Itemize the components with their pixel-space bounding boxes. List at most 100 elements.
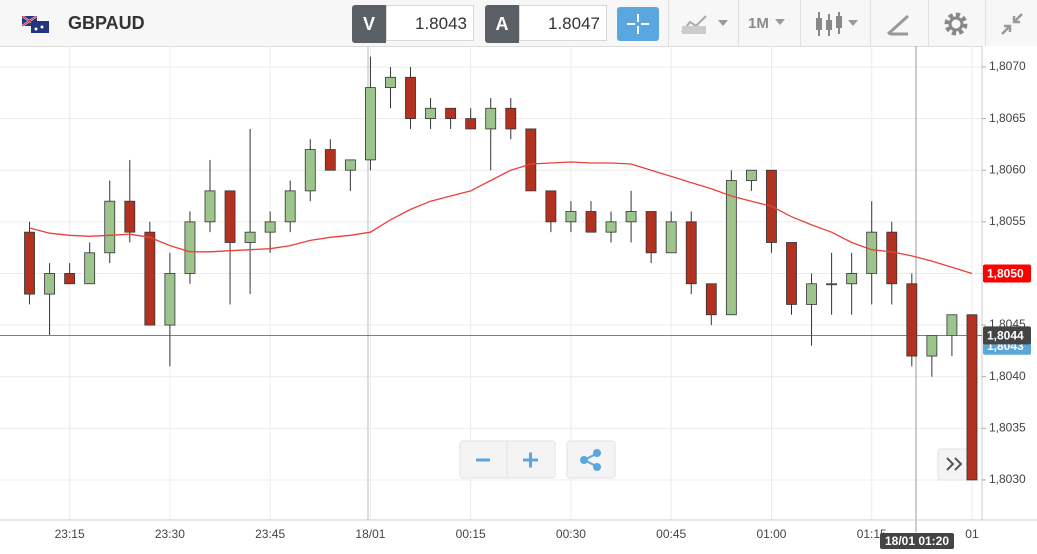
scroll-end-button[interactable]: [937, 448, 971, 481]
candle-body: [364, 87, 376, 161]
x-tick-label: 23:45: [255, 527, 285, 541]
candle-body: [284, 190, 296, 223]
candle-body: [585, 211, 597, 233]
candle-body: [685, 221, 697, 285]
y-tick-label: 1,8030: [989, 472, 1026, 486]
crosshair-time-label: 18/01 01:20: [885, 534, 949, 548]
candle-body: [244, 231, 256, 243]
candle-body: [725, 180, 737, 316]
x-tick-label: 01:00: [756, 527, 786, 541]
candle-body: [485, 107, 497, 130]
candle-body: [24, 231, 35, 295]
crosshair-button[interactable]: [617, 7, 659, 41]
zoom-in-button[interactable]: [523, 452, 538, 468]
toolbar: GBPAUD V 1.8043 A 1.8047 1M: [0, 0, 1037, 47]
x-tick-label: 01: [965, 527, 979, 541]
candle-body: [926, 335, 938, 357]
x-tick-label: 23:15: [55, 527, 85, 541]
candle-style-button[interactable]: [814, 10, 862, 38]
candle-body: [525, 128, 537, 192]
candle-body: [826, 283, 838, 286]
candle-body: [625, 211, 637, 223]
crosshair-time-tag: [880, 533, 954, 549]
candle-body: [906, 283, 918, 357]
separator: [738, 0, 739, 46]
candle-body: [184, 221, 196, 274]
y-tick-label: 1,8060: [989, 162, 1026, 176]
candle-body: [846, 273, 858, 285]
y-tick-label: 1,8035: [989, 420, 1026, 434]
y-tick-label: 1,8055: [989, 214, 1026, 228]
candle-body: [806, 283, 817, 305]
candle-body: [324, 149, 336, 171]
candle-body: [405, 76, 416, 119]
price-tag-label: 1,8050: [987, 267, 1024, 281]
timeframe-button[interactable]: 1M: [748, 15, 769, 32]
candle-body: [745, 169, 757, 181]
share-button[interactable]: [566, 440, 616, 479]
candle-body: [946, 314, 958, 336]
candle-body: [866, 231, 878, 274]
candle-body: [144, 231, 156, 326]
x-tick-label: 01:15: [857, 527, 887, 541]
bid-label[interactable]: V: [352, 5, 386, 43]
candle-body: [565, 211, 577, 223]
crosshair-price-tag-label: 1,8044: [987, 329, 1024, 343]
candle-body: [886, 231, 898, 285]
y-tick-label: 1,8040: [989, 369, 1026, 383]
moving-average: [29, 161, 973, 275]
candle-body: [204, 190, 216, 223]
candle-body: [505, 107, 517, 130]
candle-body: [605, 221, 617, 233]
separator: [870, 0, 871, 46]
candle-body: [445, 107, 457, 119]
candle-body: [224, 190, 236, 243]
x-tick-label: 00:15: [456, 527, 486, 541]
ask-label[interactable]: A: [485, 5, 519, 43]
price-tag: [983, 264, 1031, 283]
separator: [928, 0, 929, 46]
candle-body: [84, 252, 96, 285]
draw-button[interactable]: [886, 12, 912, 36]
x-tick-label: 00:30: [556, 527, 586, 541]
candle-body: [44, 273, 55, 295]
candle-body: [465, 118, 477, 130]
candle-body: [64, 273, 76, 285]
x-tick-label: 18/01: [355, 527, 385, 541]
candle-body: [264, 221, 276, 233]
price-axis: [982, 46, 1037, 520]
candles: [24, 56, 978, 481]
candle-body: [705, 283, 717, 316]
candle-body: [385, 76, 396, 89]
separator: [668, 0, 669, 46]
y-tick-label: 1,8065: [989, 111, 1026, 125]
ask-price[interactable]: 1.8047: [519, 5, 607, 41]
candle-body: [104, 200, 116, 254]
candle-body: [304, 149, 316, 192]
y-tick-label: 1,8070: [989, 59, 1026, 73]
collapse-button[interactable]: [1000, 12, 1024, 36]
candle-body: [665, 221, 677, 254]
candle-body: [645, 211, 657, 254]
candle-body: [545, 190, 557, 223]
candle-body: [344, 159, 356, 171]
dropdown-arrow: [775, 19, 785, 25]
separator: [985, 0, 986, 46]
zoom-controls: [459, 440, 971, 481]
x-tick-label: 23:30: [155, 527, 185, 541]
separator: [800, 0, 801, 46]
bid-price[interactable]: 1.8043: [386, 5, 474, 41]
candle-body: [425, 107, 436, 119]
chart-type-button[interactable]: [680, 12, 730, 36]
candle-body: [786, 242, 797, 305]
candle-body: [164, 273, 176, 326]
flag-icon: [22, 16, 49, 33]
symbol: GBPAUD: [68, 13, 145, 33]
candle-body: [124, 200, 136, 233]
candle-body: [966, 314, 978, 481]
settings-button[interactable]: [943, 11, 969, 37]
x-tick-label: 00:45: [656, 527, 686, 541]
crosshair-price-tag: [983, 326, 1031, 345]
